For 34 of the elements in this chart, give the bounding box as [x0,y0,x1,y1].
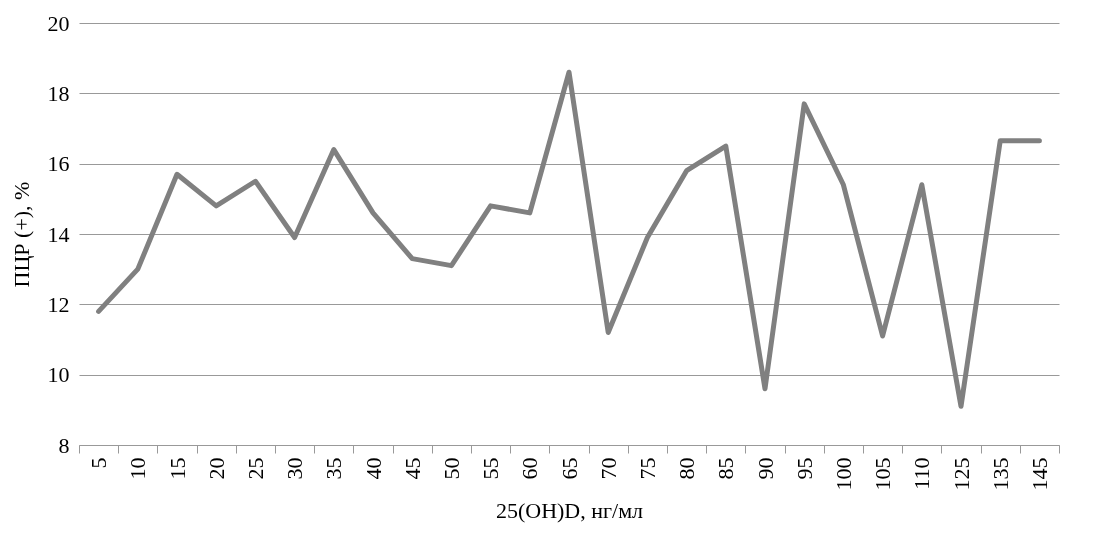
y-tick-label: 18 [47,80,70,106]
x-tick-label: 70 [595,457,621,480]
x-tick-label: 35 [321,457,347,480]
x-tick-label: 45 [399,457,425,480]
x-tick-label: 100 [830,457,856,491]
x-tick-label: 80 [674,457,700,480]
x-tick-label: 15 [164,457,190,480]
y-tick-label: 10 [47,362,70,388]
x-tick-label: 95 [791,457,817,480]
x-tick-label: 30 [282,457,308,480]
x-tick-label: 20 [203,457,229,480]
y-tick-label: 12 [47,291,70,317]
y-tick-label: 8 [58,432,70,458]
y-tick-label: 14 [47,221,70,247]
x-tick-label: 145 [1026,457,1052,491]
x-tick-label: 110 [909,457,935,490]
x-tick-label: 125 [948,457,974,491]
x-tick-label: 135 [987,457,1013,491]
x-tick-label: 65 [556,457,582,480]
x-tick-label: 25 [242,457,268,480]
x-tick-label: 5 [86,457,112,469]
y-tick-label: 16 [47,151,70,177]
x-tick-label: 50 [438,457,464,480]
x-tick-label: 55 [478,457,504,480]
x-axis-title: 25(OH)D, нг/мл [495,497,644,523]
x-tick-label: 40 [360,457,386,480]
x-tick-label: 85 [713,457,739,480]
y-tick-label: 20 [47,10,70,36]
x-tick-label: 10 [125,457,151,480]
x-tick-label: 60 [517,457,543,480]
x-tick-label: 90 [752,457,778,480]
x-tick-label: 105 [870,457,896,491]
y-axis-title: ПЦР (+), % [8,181,34,288]
x-tick-label: 75 [634,457,660,480]
